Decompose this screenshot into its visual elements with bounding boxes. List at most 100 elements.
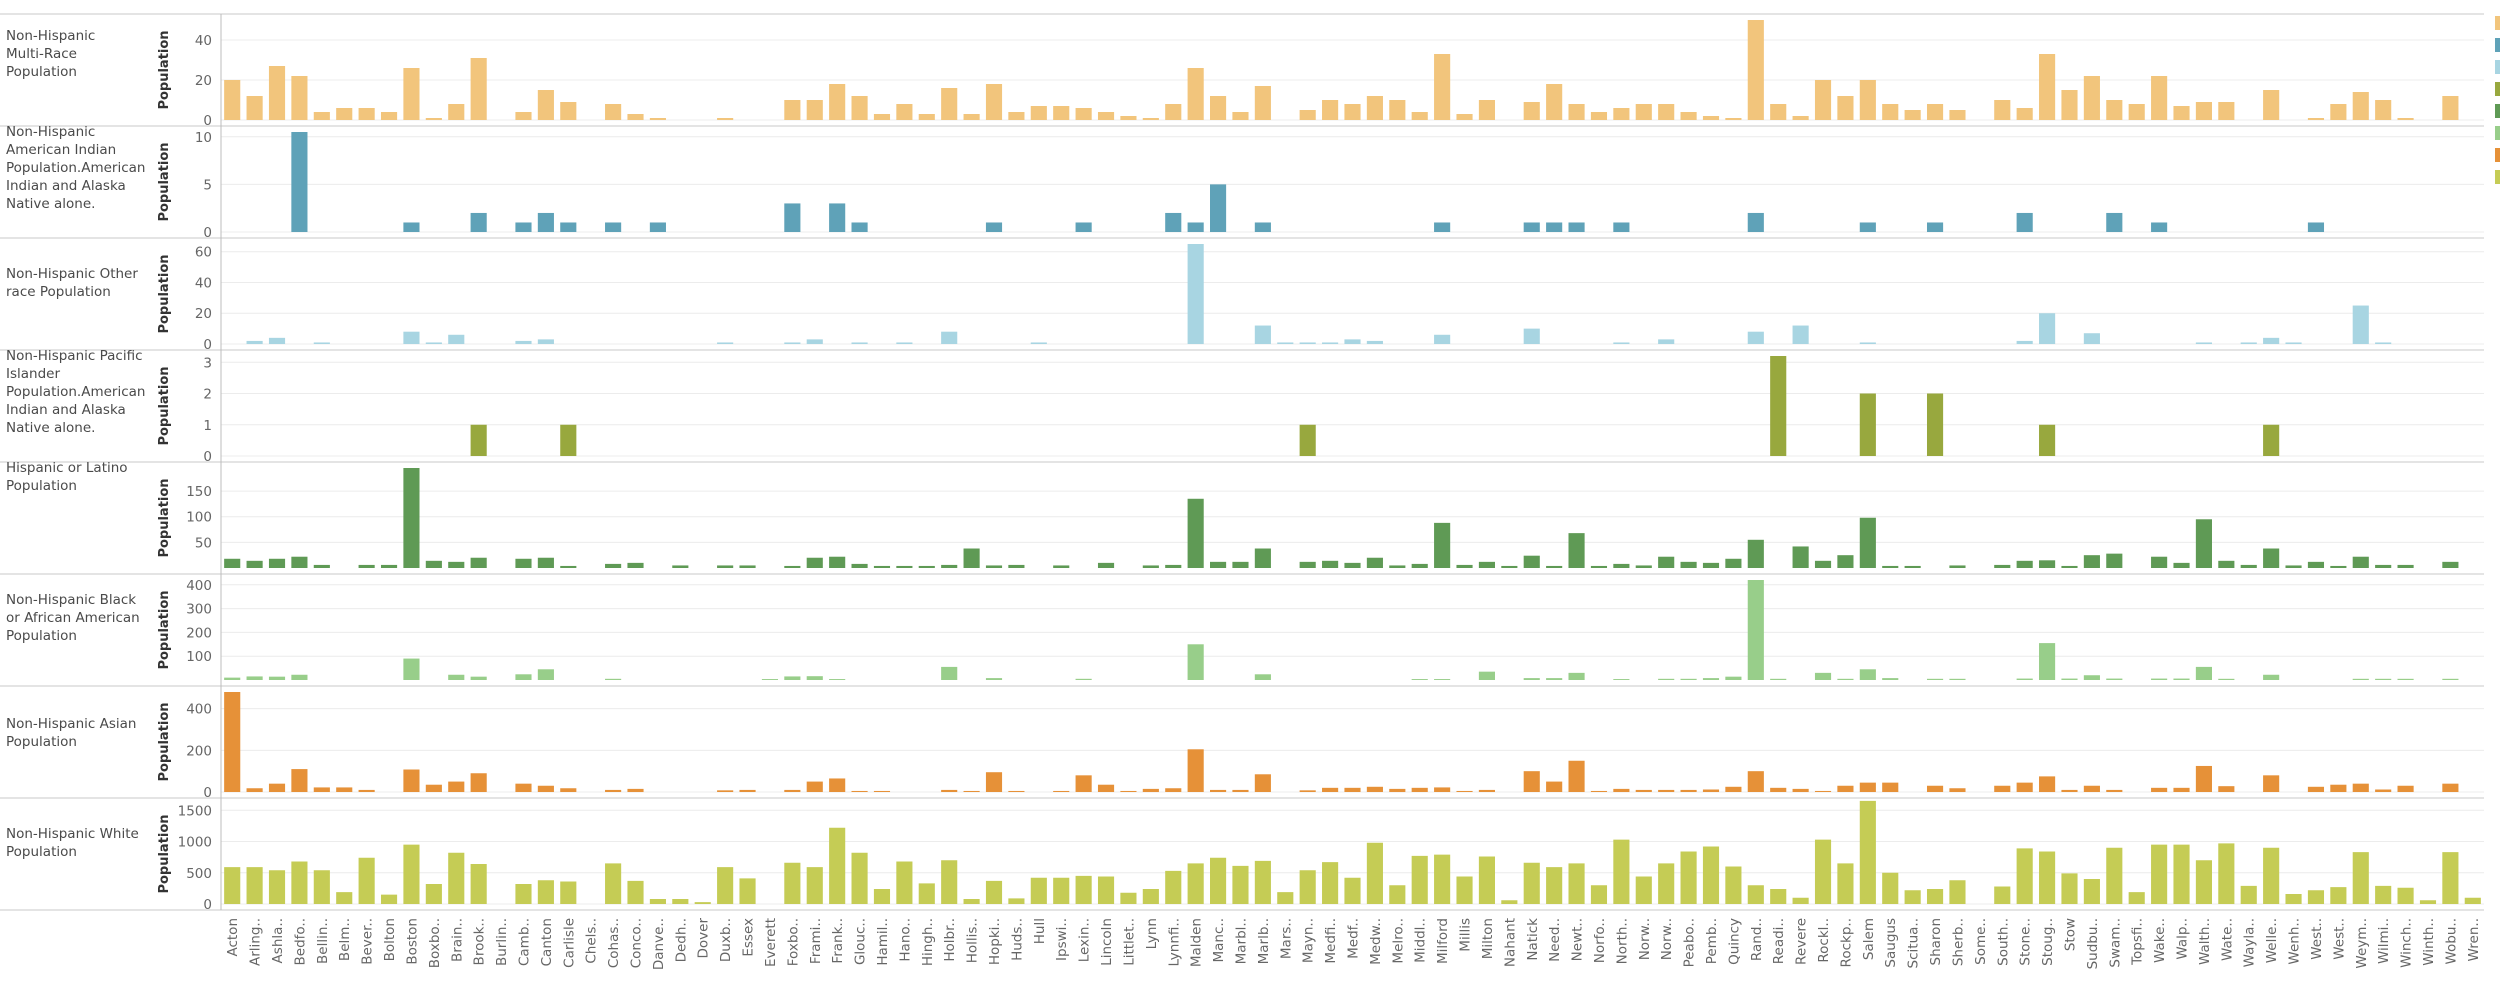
bar (1389, 100, 1406, 120)
bar (537, 880, 554, 904)
row-label: Non-Hispanic Multi-Race Population (6, 28, 95, 80)
y-tick-label: 1 (203, 418, 212, 434)
bar (1299, 561, 1316, 568)
bar (1546, 867, 1563, 905)
x-tick-label: Sudbu.. (2085, 918, 2101, 969)
bar (537, 90, 554, 120)
bar (380, 894, 398, 905)
y-tick-label: 0 (203, 113, 212, 129)
bar (1411, 112, 1428, 120)
bar (963, 899, 980, 904)
bar (2061, 873, 2078, 905)
bar (1725, 786, 1742, 792)
bar (1658, 556, 1675, 568)
panel-4: 0 1 2 3 Non-Hispanic Pacific Islander Populati… (0, 348, 2484, 465)
bar (605, 678, 622, 680)
row-label: Non-Hispanic American Indian Population.Am… (6, 124, 145, 212)
bar (1299, 870, 1316, 904)
bar (1232, 112, 1249, 120)
bar (2218, 560, 2235, 568)
bar (1389, 565, 1406, 568)
bar (1142, 565, 1159, 568)
bar (2375, 789, 2392, 792)
y-tick-label: 0 (203, 897, 212, 913)
x-tick-label: Lynnfi.. (1166, 918, 1182, 966)
bar (358, 108, 375, 120)
bar (1008, 790, 1025, 792)
x-tick-label: Danve.. (651, 918, 667, 970)
bar (1859, 342, 1876, 344)
bar (1859, 393, 1876, 456)
x-tick-label: Cohas.. (606, 918, 622, 968)
bar (537, 557, 554, 568)
bar (1299, 342, 1316, 344)
bar (605, 563, 622, 568)
bar (224, 80, 241, 120)
bar (224, 692, 241, 792)
bar (1322, 100, 1339, 120)
bar (470, 212, 487, 232)
bar (268, 66, 286, 120)
bar (941, 331, 958, 344)
bar (2039, 776, 2056, 793)
bar (1478, 561, 1495, 568)
bar (605, 789, 622, 792)
bar (1882, 872, 1899, 904)
bar (313, 787, 330, 792)
bar (2397, 118, 2414, 120)
bar (1254, 86, 1271, 120)
x-tick-label: Hollis.. (965, 918, 981, 963)
bar (918, 883, 935, 905)
bar (1030, 106, 1047, 120)
legend-swatch (2495, 60, 2500, 74)
y-axis-title: Population (157, 142, 172, 221)
bar (1075, 222, 1092, 232)
legend-swatch (2495, 16, 2500, 30)
bar (448, 561, 465, 568)
bar (1792, 325, 1809, 344)
bar (1053, 877, 1070, 904)
panel-6: 100 200 300 400 Non-Hispanic Black or African… (0, 578, 2484, 687)
y-tick-label: 300 (186, 602, 212, 618)
bar (1523, 102, 1540, 120)
x-tick-label: Natick (1525, 918, 1541, 961)
bar (1747, 580, 1764, 680)
bar (2173, 562, 2190, 568)
x-tick-label: Quincy (1726, 918, 1742, 965)
bar (336, 892, 353, 905)
bar (1926, 785, 1944, 792)
bar (448, 781, 465, 792)
bar (896, 861, 913, 904)
x-tick-label: Wate.. (2219, 918, 2235, 961)
bar (1635, 876, 1652, 904)
x-tick-label: Hingh.. (920, 918, 936, 966)
bar (1837, 678, 1854, 680)
bar (873, 790, 891, 792)
bar (1322, 862, 1339, 905)
bar (1994, 100, 2011, 120)
y-tick-label: 0 (203, 225, 212, 241)
y-axis-title: Population (157, 254, 172, 333)
bar (1613, 563, 1630, 568)
bar (1747, 771, 1764, 792)
bar (403, 658, 420, 680)
bar (1546, 565, 1563, 568)
bar (1075, 775, 1092, 792)
bar (1322, 342, 1339, 344)
bar (537, 669, 554, 680)
bar (761, 679, 779, 680)
bar (268, 676, 286, 680)
y-tick-label: 3 (203, 355, 212, 371)
x-tick-label: Rockp.. (1838, 918, 1854, 967)
bar (1232, 789, 1249, 792)
bar (425, 118, 442, 120)
bar (1546, 781, 1563, 792)
y-axis-title: Population (157, 702, 172, 781)
bar (2083, 333, 2100, 344)
x-tick-label: Pemb.. (1704, 918, 1720, 964)
bar (2442, 561, 2459, 568)
bar (2307, 118, 2325, 120)
bar (291, 769, 308, 792)
y-tick-label: 60 (195, 245, 212, 261)
bar (1075, 875, 1092, 905)
